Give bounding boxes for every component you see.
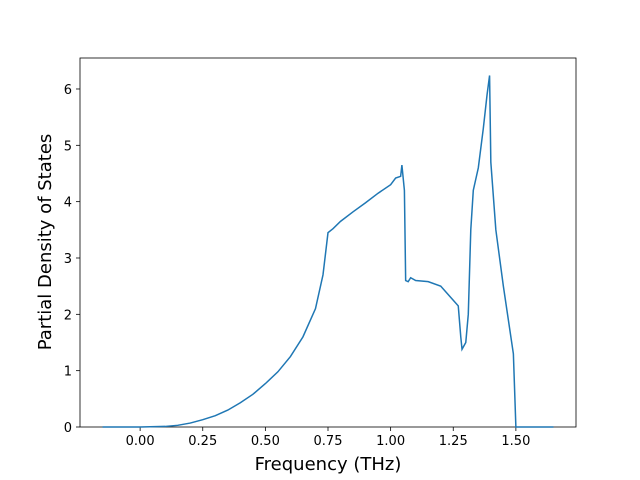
y-tick-label: 4	[64, 196, 72, 211]
x-tick-label: 1.50	[501, 434, 530, 449]
line	[102, 75, 554, 428]
y-tick-label: 1	[64, 365, 72, 380]
axes-frame	[79, 57, 577, 428]
x-axis-label: Frequency (THz)	[255, 454, 402, 475]
x-tick-label: 0.75	[314, 434, 343, 449]
x-tick-label: 0.50	[251, 434, 280, 449]
y-tick-label: 2	[64, 308, 72, 323]
y-axis-label: Partial Density of States	[35, 134, 56, 351]
y-tick-label: 5	[64, 139, 72, 154]
x-tick-label: 1.00	[376, 434, 405, 449]
y-tick-label: 6	[64, 83, 72, 98]
x-tick-label: 0.25	[188, 434, 217, 449]
x-tick-label: 1.25	[439, 434, 468, 449]
y-tick-label: 0	[64, 421, 72, 436]
x-tick-label: 0.00	[126, 434, 155, 449]
y-tick-label: 3	[64, 252, 72, 267]
